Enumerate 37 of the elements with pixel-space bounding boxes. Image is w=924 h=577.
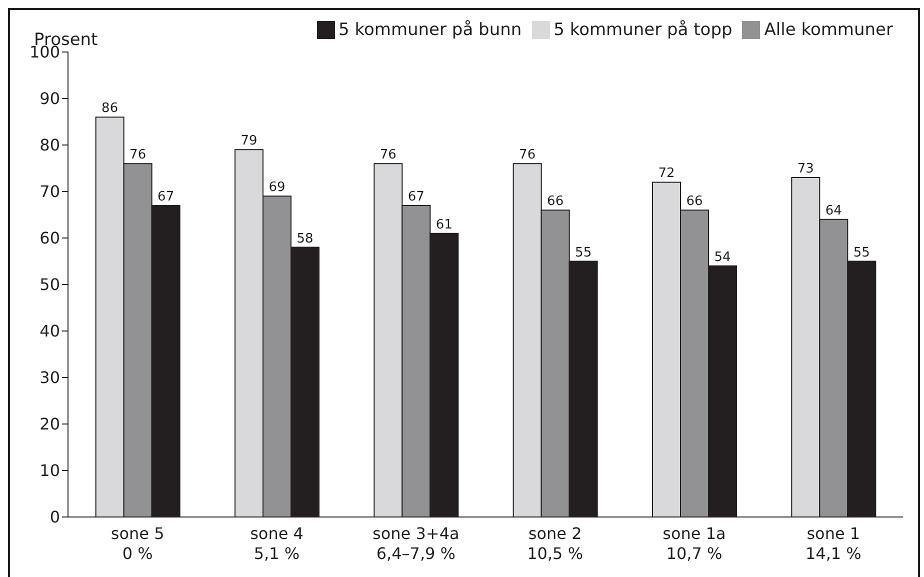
legend-label: Alle kommuner bbox=[764, 20, 893, 40]
data-label: 61 bbox=[436, 217, 452, 232]
y-tick-label: 70 bbox=[40, 182, 60, 202]
x-tick-label: sone 4 5,1 % bbox=[250, 524, 304, 563]
x-tick-label: sone 2 10,5 % bbox=[527, 524, 584, 563]
data-label: 66 bbox=[686, 194, 703, 210]
x-tick-label: sone 5 0 % bbox=[110, 524, 164, 563]
y-tick-label: 90 bbox=[40, 89, 60, 108]
data-label: 55 bbox=[575, 245, 592, 260]
x-tick-label: sone 3+4a 6,4–7,9 % bbox=[372, 524, 460, 563]
y-tick-label: 50 bbox=[40, 275, 60, 294]
y-tick-label: 0 bbox=[50, 508, 60, 527]
legend-label: 5 kommuner på topp bbox=[554, 20, 732, 40]
y-tick-label: 10 bbox=[40, 461, 60, 480]
data-label: 79 bbox=[240, 134, 258, 149]
data-label: 73 bbox=[797, 162, 814, 177]
data-label: 72 bbox=[658, 166, 675, 182]
y-tick-label: 30 bbox=[40, 368, 60, 388]
y-tick-label: 20 bbox=[40, 414, 60, 434]
data-label: 69 bbox=[268, 180, 286, 196]
data-label: 58 bbox=[296, 231, 314, 246]
data-label: 66 bbox=[547, 194, 564, 210]
data-label: 76 bbox=[130, 148, 146, 163]
data-label: 54 bbox=[714, 250, 731, 265]
data-label: 64 bbox=[825, 203, 842, 218]
data-label: 55 bbox=[853, 245, 870, 260]
data-label: 86 bbox=[102, 101, 118, 116]
data-label: 67 bbox=[158, 189, 174, 204]
y-tick-label: 60 bbox=[40, 228, 60, 248]
data-label: 76 bbox=[519, 148, 536, 163]
y-tick-label: 40 bbox=[40, 322, 60, 341]
x-tick-label: sone 1a 10,7 % bbox=[662, 524, 726, 563]
data-label: 76 bbox=[380, 148, 396, 163]
x-tick-label: sone 1 14,1 % bbox=[805, 524, 862, 563]
data-label: 67 bbox=[408, 189, 424, 204]
legend-label: 5 kommuner på bunn bbox=[338, 20, 522, 40]
y-tick-label: 80 bbox=[40, 136, 60, 155]
